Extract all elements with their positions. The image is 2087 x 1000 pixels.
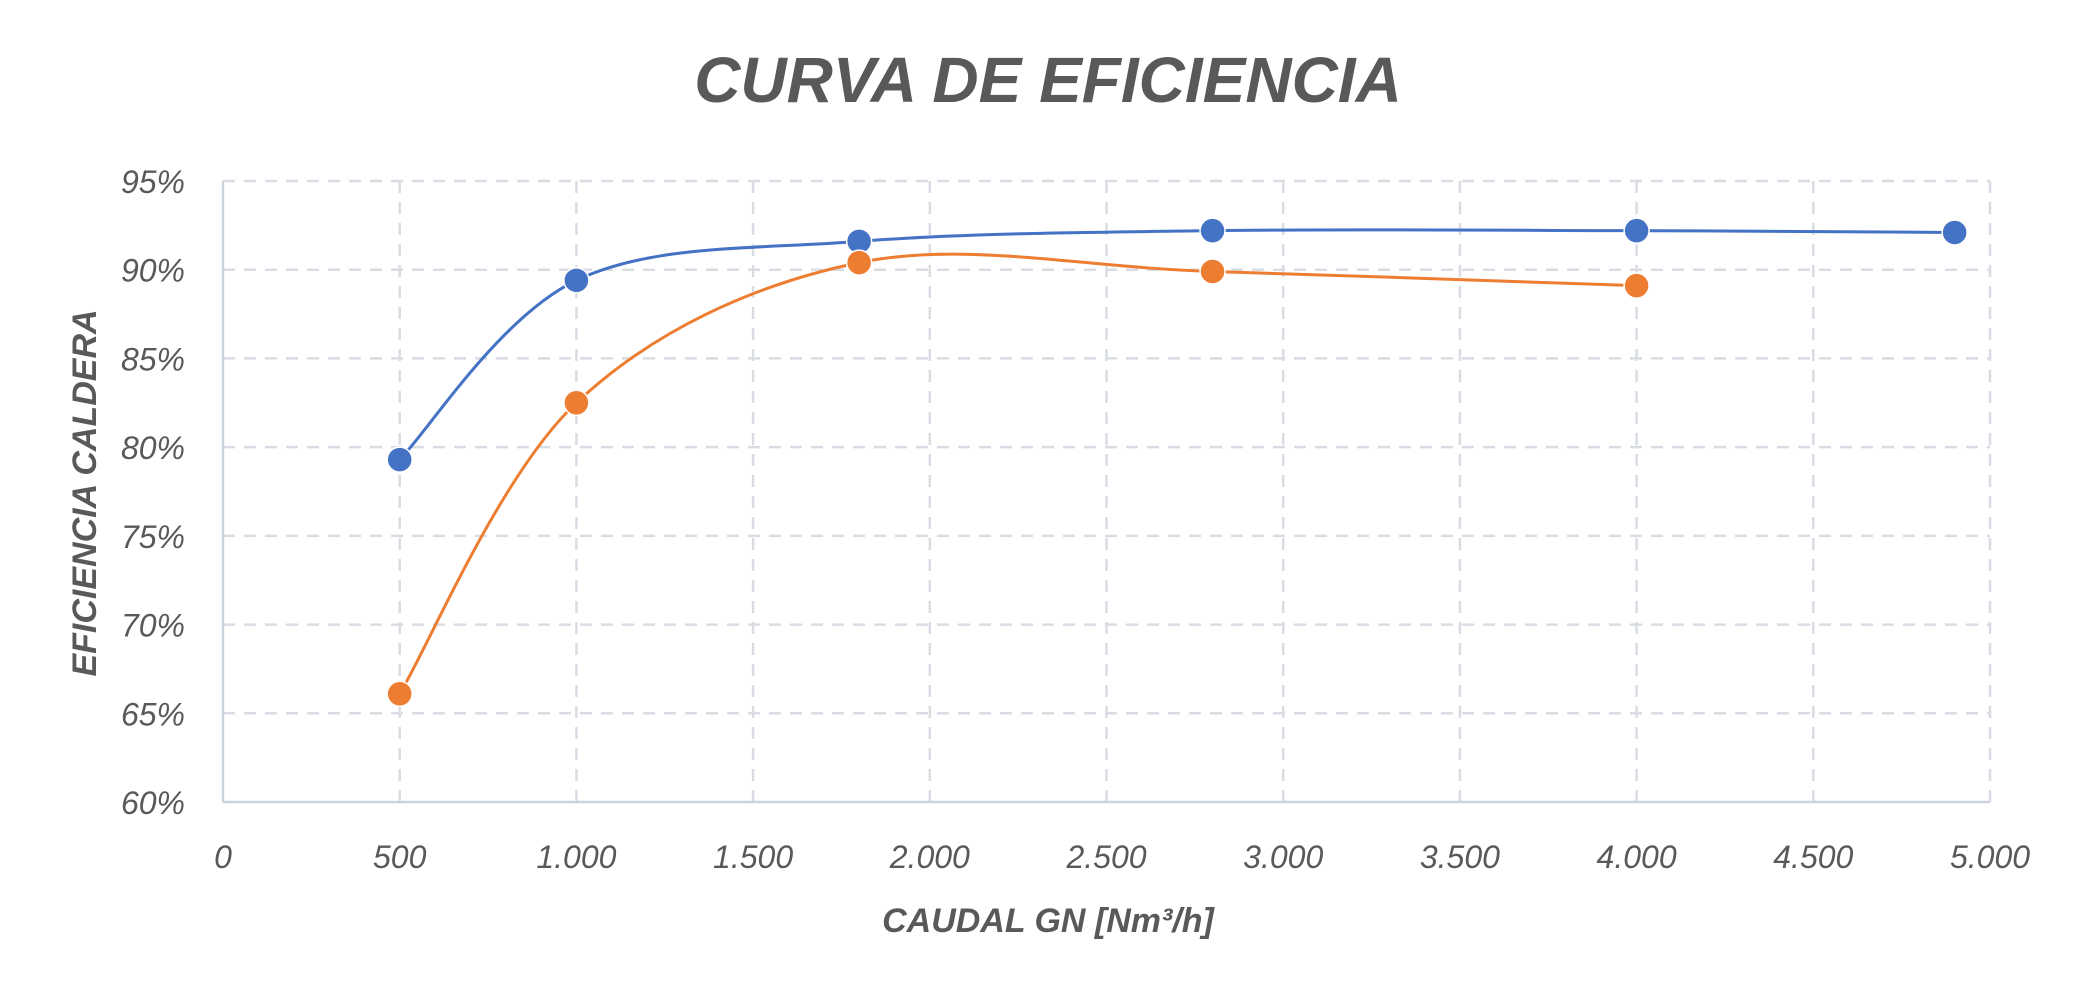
x-tick-label: 3.000 xyxy=(1243,839,1323,875)
x-tick-labels: 0 500 1.000 1.500 2.000 2.500 3.000 3.500 4.000 4… xyxy=(214,839,2030,875)
y-tick-label: 95% xyxy=(121,164,185,200)
y-tick-label: 90% xyxy=(121,253,185,289)
grid xyxy=(223,179,1992,802)
series-line xyxy=(398,252,1637,695)
x-tick-label: 3.500 xyxy=(1420,839,1500,875)
x-tick-label: 500 xyxy=(373,839,427,875)
x-tick-label: 0 xyxy=(214,839,232,875)
y-tick-label: 70% xyxy=(121,608,185,644)
axes xyxy=(221,181,1990,804)
y-tick-label: 80% xyxy=(121,430,185,466)
x-axis-title: CAUDAL GN [Nm³/h] xyxy=(882,902,1215,940)
series-2 xyxy=(386,249,1650,708)
x-tick-label: 4.000 xyxy=(1597,839,1677,875)
y-tick-labels: 60% 65% 70% 75% 80% 85% 90% 95% xyxy=(121,164,185,821)
data-point xyxy=(1623,217,1650,244)
data-point xyxy=(1623,272,1650,299)
x-tick-label: 5.000 xyxy=(1950,839,2030,875)
x-tick-label: 2.000 xyxy=(889,839,970,875)
chart-title: CURVA DE EFICIENCIA xyxy=(694,44,1402,116)
data-point xyxy=(845,249,873,276)
series-1 xyxy=(386,217,1968,473)
y-tick-label: 75% xyxy=(121,519,185,555)
series-line xyxy=(398,228,1955,461)
y-tick-label: 85% xyxy=(121,341,185,377)
y-tick-label: 65% xyxy=(121,696,185,732)
data-point xyxy=(386,680,413,708)
data-point xyxy=(563,389,590,417)
y-tick-label: 60% xyxy=(121,785,185,821)
data-point xyxy=(1199,258,1226,285)
data-point xyxy=(386,446,413,473)
x-tick-label: 1.500 xyxy=(713,839,793,875)
x-tick-label: 2.500 xyxy=(1065,839,1146,875)
series xyxy=(386,217,1968,708)
data-point xyxy=(1199,217,1226,244)
x-tick-label: 4.500 xyxy=(1773,839,1853,875)
data-point xyxy=(563,267,590,294)
x-tick-label: 1.000 xyxy=(536,839,616,875)
data-point xyxy=(1941,219,1968,246)
y-axis-title: EFICIENCIA CALDERA xyxy=(66,309,104,676)
